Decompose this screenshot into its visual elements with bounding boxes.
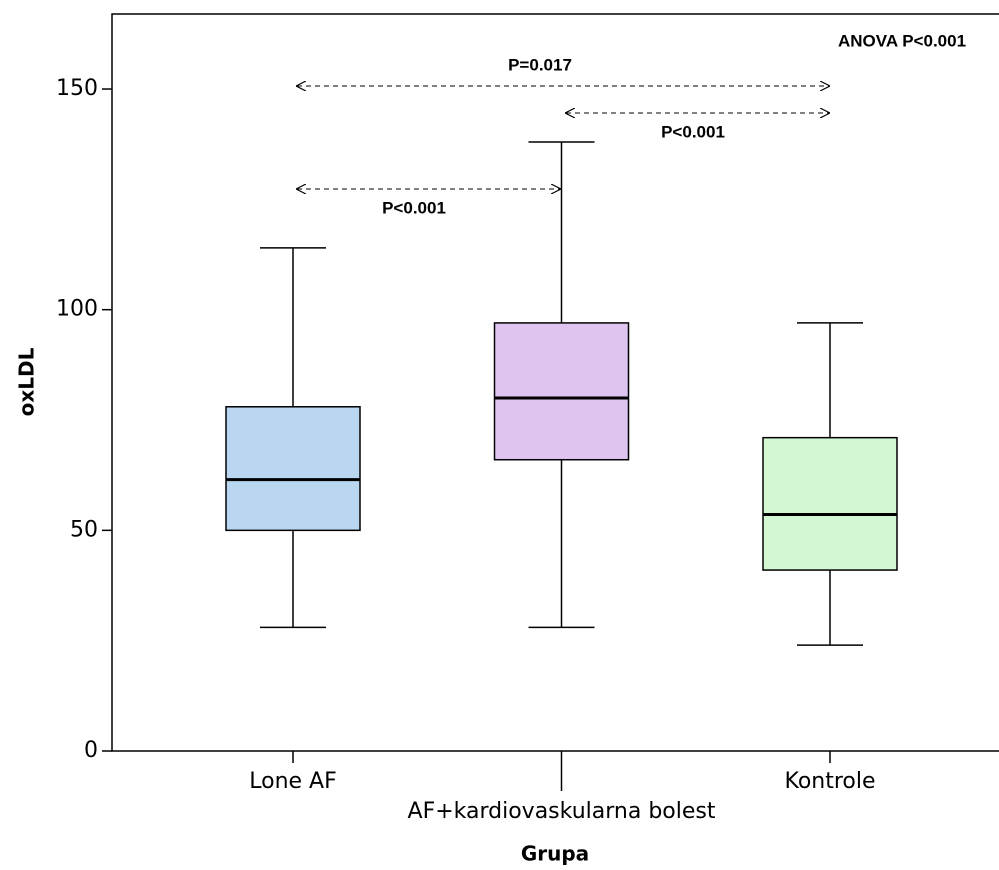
box (762, 436, 898, 571)
y-tick-label: 0 (84, 738, 98, 763)
x-axis-label: Grupa (521, 842, 589, 866)
p-label: P<0.001 (382, 198, 446, 217)
p-label: P=0.017 (508, 55, 572, 74)
x-tick-label: Kontrole (784, 769, 875, 794)
anova-label: ANOVA P<0.001 (838, 31, 966, 50)
p-label: P<0.001 (661, 122, 725, 141)
x-tick-label: Lone AF (249, 769, 337, 794)
box (225, 406, 361, 532)
x-tick-label: AF+kardiovaskularna bolest (408, 799, 716, 824)
box (493, 322, 630, 461)
y-tick-label: 100 (56, 297, 98, 322)
y-tick-label: 150 (56, 76, 98, 101)
y-axis-label: oxLDL (15, 347, 39, 416)
annotations: ANOVA P<0.001 P=0.017 P<0.001 P<0.001 (297, 31, 966, 217)
y-tick-label: 50 (70, 517, 98, 542)
